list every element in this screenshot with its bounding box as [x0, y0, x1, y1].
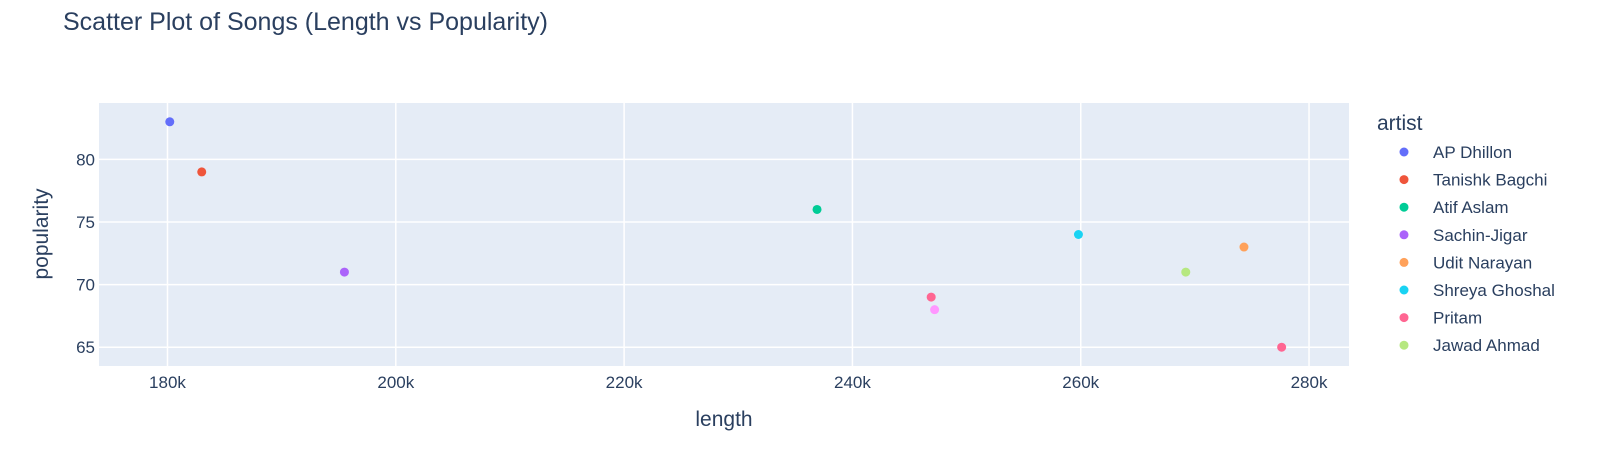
- legend-marker: [1399, 202, 1409, 212]
- legend-item-label: Udit Narayan: [1433, 253, 1532, 272]
- legend-marker: [1399, 147, 1409, 157]
- legend-marker: [1399, 230, 1409, 240]
- data-point: [1239, 242, 1249, 252]
- legend-title: artist: [1377, 112, 1423, 135]
- y-tick-label: 80: [76, 150, 95, 169]
- x-tick-label: 260k: [1062, 373, 1099, 392]
- legend-marker: [1399, 257, 1409, 267]
- y-axis-title: popularity: [30, 188, 53, 280]
- data-point: [197, 167, 207, 177]
- x-tick-label: 200k: [377, 373, 414, 392]
- data-point: [339, 267, 349, 277]
- data-point: [1277, 342, 1287, 352]
- legend-item-label: Tanishk Bagchi: [1433, 171, 1547, 190]
- chart-title: Scatter Plot of Songs (Length vs Popular…: [63, 8, 548, 36]
- data-point: [812, 204, 822, 214]
- legend-marker: [1399, 175, 1409, 185]
- y-tick-label: 70: [76, 276, 95, 295]
- data-point: [926, 292, 936, 302]
- x-axis-title: length: [695, 408, 752, 431]
- legend-items: AP Dhillon Tanishk Bagchi Atif Aslam Sachin…: [1399, 143, 1555, 355]
- y-axis-ticks: 65 70 75 80: [76, 150, 95, 357]
- legend-item-label: Atif Aslam: [1433, 198, 1509, 217]
- legend-marker: [1399, 313, 1409, 323]
- data-point: [165, 117, 175, 127]
- data-point: [1181, 267, 1191, 277]
- y-tick-label: 75: [76, 213, 95, 232]
- legend-item-label: AP Dhillon: [1433, 143, 1512, 162]
- data-point: [930, 305, 940, 315]
- x-tick-label: 240k: [834, 373, 871, 392]
- data-point: [1073, 230, 1083, 239]
- legend-marker: [1399, 285, 1409, 295]
- legend-item-label: Jawad Ahmad: [1433, 336, 1540, 355]
- x-axis-ticks: 180k 200k 220k 240k 260k 280k: [149, 373, 1328, 392]
- legend-marker: [1399, 340, 1409, 350]
- data-points: [165, 117, 1287, 352]
- legend-item-label: Shreya Ghoshal: [1433, 281, 1555, 300]
- legend-item-label: Pritam: [1433, 309, 1482, 328]
- x-tick-label: 280k: [1291, 373, 1328, 392]
- legend: artist AP Dhillon Tanishk Bagchi Atif Asla…: [1377, 112, 1555, 355]
- plot-area: [99, 103, 1349, 366]
- legend-item-label: Sachin-Jigar: [1433, 226, 1528, 245]
- x-tick-label: 180k: [149, 373, 186, 392]
- y-tick-label: 65: [76, 338, 95, 357]
- x-tick-label: 220k: [606, 373, 643, 392]
